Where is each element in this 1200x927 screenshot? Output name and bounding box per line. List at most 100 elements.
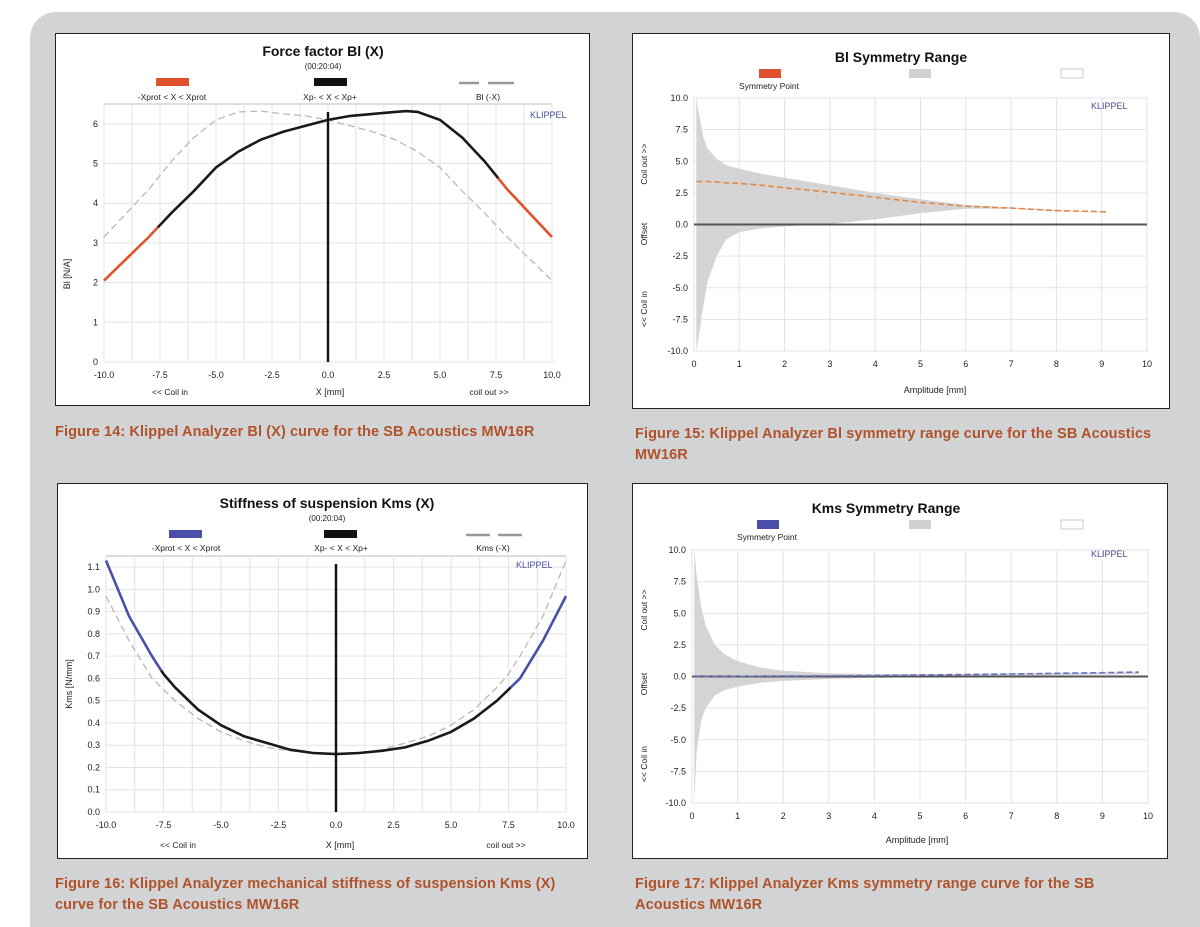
legend-swatch-white <box>1060 519 1084 530</box>
x-axis-label-left: << Coil in <box>152 387 188 397</box>
y-tick-label: -7.5 <box>670 766 686 776</box>
chart-kms: Stiffness of suspension Kms (X) (00:20:0… <box>64 495 575 850</box>
y-axis-label-bottom: << Coil in <box>639 746 649 782</box>
x-tick-label: 8 <box>1054 359 1059 369</box>
chart-bl-symmetry-panel: Bl Symmetry Range Symmetry Point Coil ou… <box>632 33 1170 409</box>
chart-bl: Force factor Bl (X) (00:20:04) -Xprot < … <box>62 43 567 397</box>
y-axis-label: Kms [N/mm] <box>64 659 74 709</box>
legend-label: Xp- < X < Xp+ <box>303 92 357 102</box>
y-tick-label: 0.0 <box>675 220 688 230</box>
x-tick-label: 5.0 <box>445 820 458 830</box>
x-tick-label: 5 <box>917 811 922 821</box>
x-tick-label: 1 <box>735 811 740 821</box>
y-tick-label: 0.0 <box>87 807 100 817</box>
x-tick-label: -7.5 <box>152 370 168 380</box>
x-axis-label: Amplitude [mm] <box>886 835 949 845</box>
y-axis-label: Bl [N/A] <box>62 259 72 290</box>
legend-swatch-orange <box>759 69 781 78</box>
x-axis-label-right: coil out >> <box>469 387 508 397</box>
x-tick-label: -5.0 <box>208 370 224 380</box>
x-tick-label: 8 <box>1054 811 1059 821</box>
x-tick-label: 5 <box>918 359 923 369</box>
chart-title: Force factor Bl (X) <box>262 43 383 59</box>
series-line-xprot-left <box>104 560 163 672</box>
x-tick-label: 10 <box>1142 359 1152 369</box>
legend-swatch-gray <box>909 69 931 78</box>
chart-title: Bl Symmetry Range <box>835 49 967 65</box>
y-tick-label: 10.0 <box>670 93 688 103</box>
y-tick-label: -7.5 <box>672 314 688 324</box>
x-axis-label-left: << Coil in <box>160 840 196 850</box>
y-axis-label-bottom: << Coil in <box>639 291 649 327</box>
x-axis-label: X [mm] <box>316 387 345 397</box>
y-tick-label: 2.5 <box>675 188 688 198</box>
legend-label: Xp- < X < Xp+ <box>314 543 368 553</box>
figure-caption: Figure 15: Klippel Analyzer Bl symmetry … <box>635 426 1152 463</box>
x-tick-label: 2.5 <box>378 370 391 380</box>
y-tick-label: -2.5 <box>672 251 688 261</box>
y-tick-label: 2.5 <box>673 640 686 650</box>
watermark: KLIPPEL <box>1091 101 1128 111</box>
x-tick-label: 0 <box>689 811 694 821</box>
y-tick-label: 5.0 <box>673 608 686 618</box>
x-tick-label: 7.5 <box>490 370 503 380</box>
y-tick-label: 0.8 <box>87 629 100 639</box>
chart-title: Stiffness of suspension Kms (X) <box>220 495 435 511</box>
x-axis-label: Amplitude [mm] <box>904 385 967 395</box>
y-axis-label-mid: Offset <box>639 222 649 245</box>
y-tick-label: 7.5 <box>675 125 688 135</box>
y-tick-label: 4 <box>93 198 98 208</box>
series-line-xprot-right <box>509 595 568 689</box>
x-tick-label: -10.0 <box>96 820 117 830</box>
x-tick-label: 7 <box>1009 811 1014 821</box>
x-tick-label: 10.0 <box>557 820 575 830</box>
y-tick-label: 7.5 <box>673 577 686 587</box>
legend-label: Symmetry Point <box>737 532 798 542</box>
y-tick-label: 0 <box>93 357 98 367</box>
chart-kms-panel: Stiffness of suspension Kms (X) (00:20:0… <box>57 483 588 859</box>
legend-swatch-gray <box>909 520 931 529</box>
figure-caption: Figure 17: Klippel Analyzer Kms symmetry… <box>635 876 1095 913</box>
x-tick-label: 2 <box>782 359 787 369</box>
figure-caption: Figure 16: Klippel Analyzer mechanical s… <box>55 876 556 913</box>
y-tick-label: 0.6 <box>87 673 100 683</box>
x-tick-label: 0.0 <box>330 820 343 830</box>
x-axis-label: X [mm] <box>326 840 355 850</box>
chart-subtitle: (00:20:04) <box>305 62 342 71</box>
symmetry-point-line <box>694 671 1139 678</box>
x-tick-label: 7 <box>1009 359 1014 369</box>
x-tick-label: 7.5 <box>502 820 515 830</box>
series-line-main <box>156 109 500 229</box>
legend-label: Kms (-X) <box>476 543 510 553</box>
y-axis-label-top: Coil out >> <box>639 589 649 630</box>
legend-swatch-black <box>324 530 357 538</box>
x-tick-label: 6 <box>963 811 968 821</box>
legend-label: Symmetry Point <box>739 81 800 91</box>
y-tick-label: 0.4 <box>87 718 100 728</box>
x-tick-label: 2 <box>781 811 786 821</box>
y-tick-label: 0.0 <box>673 672 686 682</box>
y-tick-label: -10.0 <box>665 798 686 808</box>
y-axis-label-mid: Offset <box>639 672 649 695</box>
x-tick-label: 5.0 <box>434 370 447 380</box>
y-axis-label-top: Coil out >> <box>639 143 649 184</box>
y-tick-label: -5.0 <box>670 735 686 745</box>
legend-swatch-black <box>314 78 347 86</box>
chart-subtitle: (00:20:04) <box>309 514 346 523</box>
y-tick-label: 0.9 <box>87 607 100 617</box>
y-tick-label: 6 <box>93 119 98 129</box>
y-tick-label: -5.0 <box>672 283 688 293</box>
y-tick-label: -10.0 <box>667 346 688 356</box>
x-tick-label: 10.0 <box>543 370 561 380</box>
watermark: KLIPPEL <box>516 560 553 570</box>
x-tick-label: 4 <box>872 811 877 821</box>
x-tick-label: -5.0 <box>213 820 229 830</box>
series-line-xprot-left <box>103 226 159 282</box>
x-tick-label: 0 <box>691 359 696 369</box>
symmetry-point-line <box>696 180 1107 213</box>
x-tick-label: 3 <box>827 359 832 369</box>
chart-kms-symmetry-panel: Kms Symmetry Range Symmetry Point Coil o… <box>632 483 1168 859</box>
y-tick-label: 5.0 <box>675 156 688 166</box>
x-tick-label: 10 <box>1143 811 1153 821</box>
x-tick-label: 4 <box>873 359 878 369</box>
